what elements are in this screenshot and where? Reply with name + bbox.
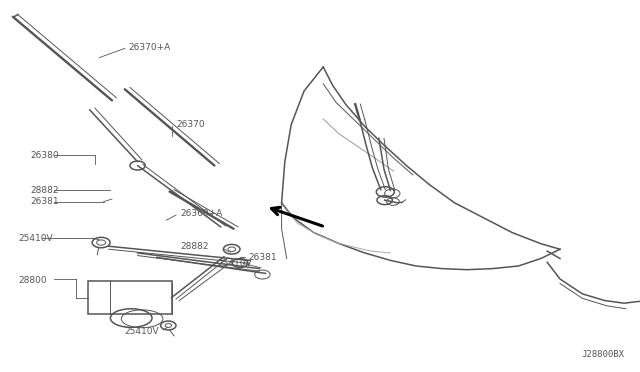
Text: 25410V: 25410V [125,327,159,336]
Text: 28800: 28800 [18,276,47,285]
Text: 26380: 26380 [31,151,60,160]
Bar [88,281,172,314]
Text: 26381: 26381 [248,253,277,262]
Text: 28882: 28882 [180,242,209,251]
Text: 26370+A: 26370+A [128,43,170,52]
Text: 26370: 26370 [176,120,205,129]
Text: 25410V: 25410V [218,259,252,268]
Text: 28882: 28882 [31,186,60,195]
Text: 26381: 26381 [31,197,60,206]
Text: 25410V: 25410V [18,234,52,243]
Text: 26360+A: 26360+A [180,209,223,218]
Text: J28800BX: J28800BX [581,350,624,359]
